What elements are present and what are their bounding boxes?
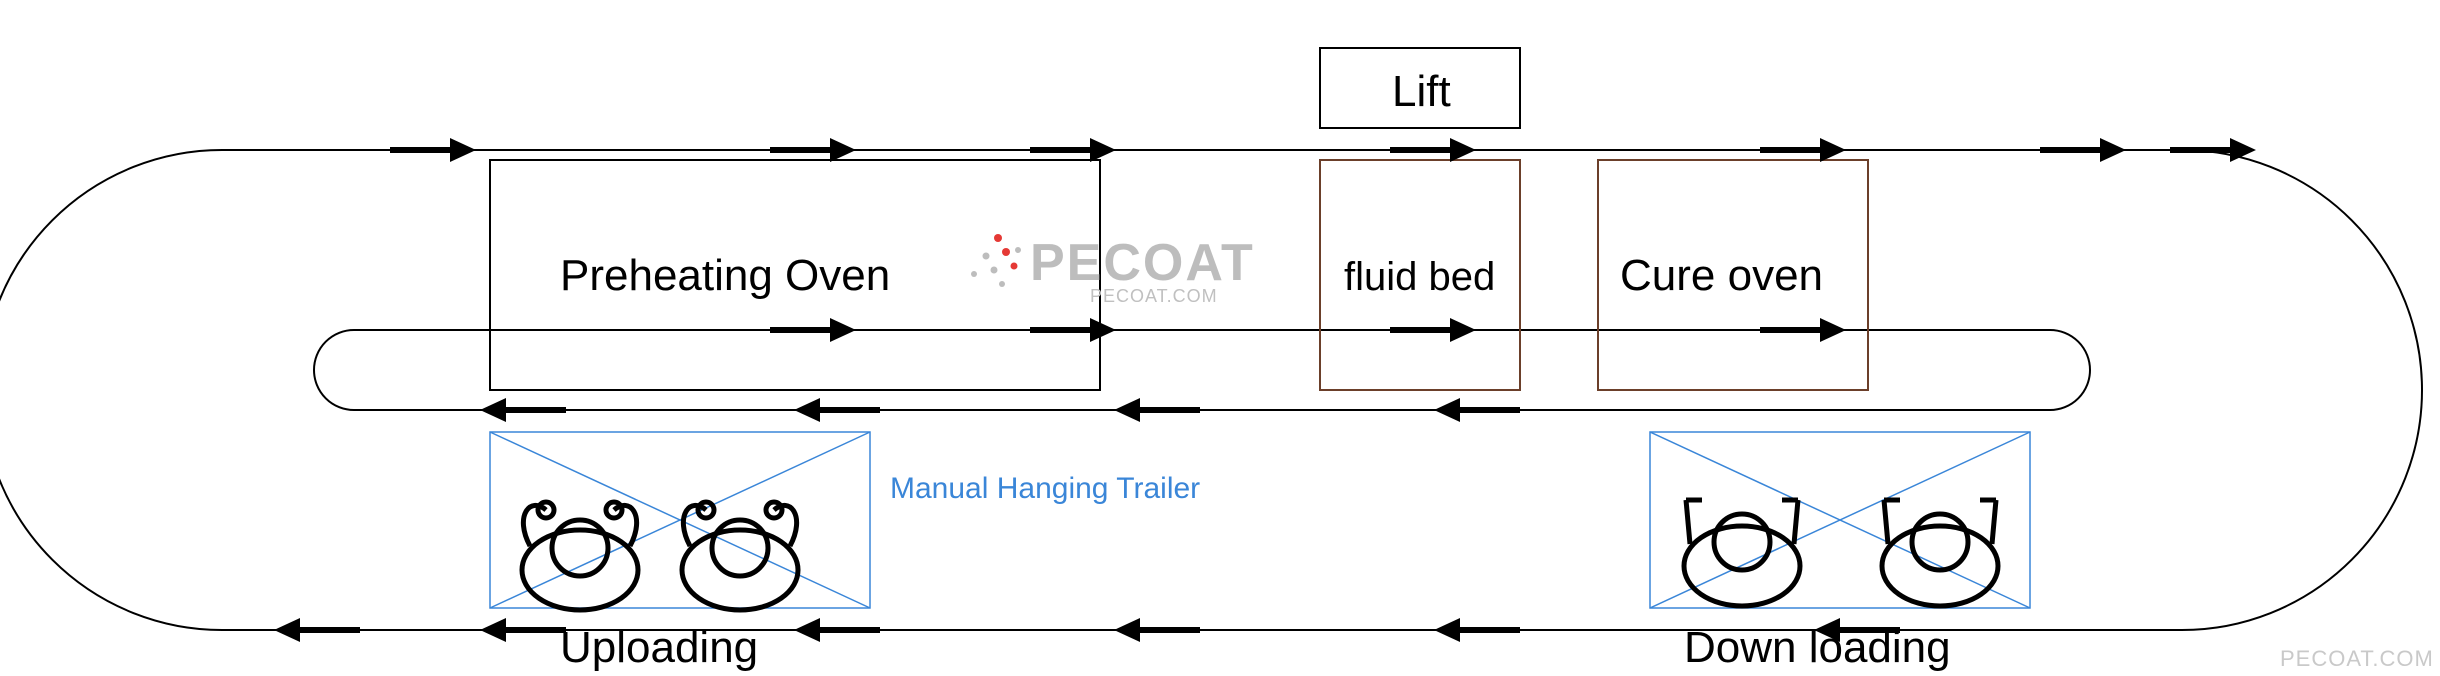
cure-oven-label: Cure oven <box>1620 251 1823 300</box>
track-inner <box>314 330 2090 410</box>
manual-hanging-trailer-label: Manual Hanging Trailer <box>890 472 1200 505</box>
lift-label: Lift <box>1392 67 1451 116</box>
upload-person-2 <box>682 502 798 610</box>
upload-person-1 <box>522 502 638 610</box>
preheating-oven-label: Preheating Oven <box>560 251 890 300</box>
download-station-box <box>1650 432 2030 608</box>
watermark-corner: PECOAT.COM <box>2280 646 2434 671</box>
watermark-sub: PECOAT.COM <box>1090 286 1218 306</box>
watermark-dots <box>971 234 1021 287</box>
track-outer <box>0 150 2422 630</box>
watermark-main: PECOAT <box>1030 234 1255 292</box>
download-person-2 <box>1882 500 1998 606</box>
fluid-bed-label: fluid bed <box>1344 255 1495 299</box>
download-person-1 <box>1684 500 1800 606</box>
uploading-label: Uploading <box>560 623 758 672</box>
